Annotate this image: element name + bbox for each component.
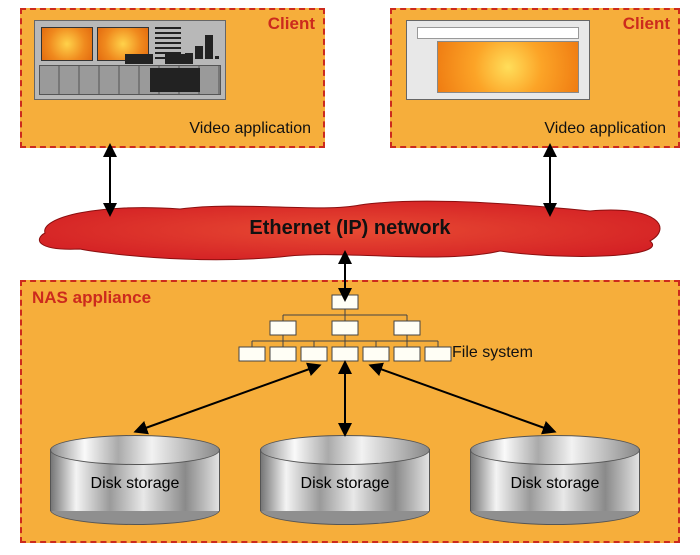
arrows-layer	[10, 5, 690, 545]
diagram-root: Client Video application Client Video ap…	[10, 5, 690, 545]
